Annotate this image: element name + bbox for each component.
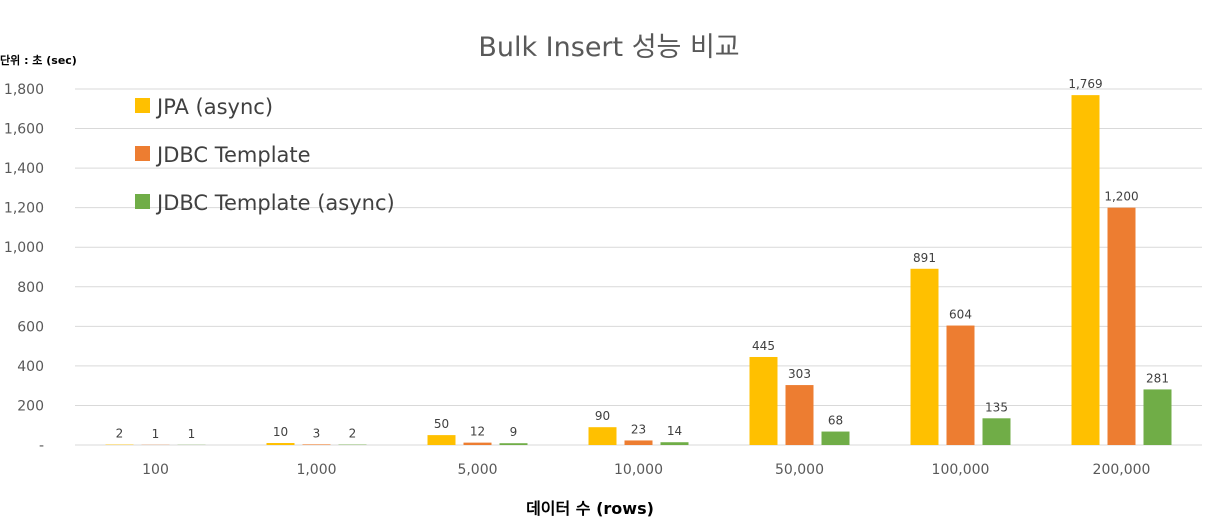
- data-label: 10: [273, 425, 288, 439]
- category-label: 1,000: [296, 462, 336, 478]
- category-label: 10,000: [614, 462, 663, 478]
- y-tick-label: 400: [17, 359, 44, 375]
- data-label: 604: [949, 308, 972, 322]
- bar: [1071, 95, 1100, 446]
- bar: [463, 442, 492, 445]
- gridlines: [75, 88, 1202, 446]
- y-tick-label: 800: [17, 280, 44, 296]
- bar: [266, 443, 295, 445]
- bar: [821, 431, 850, 445]
- data-label: 50: [434, 417, 449, 431]
- bar: [785, 385, 814, 445]
- data-label: 3: [313, 426, 321, 440]
- data-label: 23: [631, 422, 646, 436]
- bar: [302, 444, 331, 445]
- category-label: 100: [142, 462, 169, 478]
- y-tick-label: 600: [17, 319, 44, 335]
- legend-label: JPA (async): [155, 95, 273, 119]
- data-label: 14: [667, 424, 682, 438]
- bar: [946, 325, 975, 445]
- y-tick-label: 1,600: [4, 122, 44, 138]
- y-tick-label: 1,000: [4, 240, 44, 256]
- data-label: 445: [752, 339, 775, 353]
- data-label: 68: [828, 414, 843, 428]
- x-axis-categories: 100 1,000 5,000 10,000 50,000 100,000 200,000: [142, 462, 1150, 478]
- y-tick-label: 1,200: [4, 201, 44, 217]
- data-label: 891: [913, 251, 936, 265]
- bar: [588, 427, 617, 445]
- category-label: 200,000: [1093, 462, 1151, 478]
- bar: [1143, 389, 1172, 445]
- bar: [499, 443, 528, 445]
- legend-swatch: [135, 146, 150, 161]
- chart-title: Bulk Insert 성능 비교: [478, 32, 739, 63]
- bar: [660, 442, 689, 445]
- bar: [624, 440, 653, 445]
- bar: [910, 268, 939, 445]
- legend-label: JDBC Template: [155, 143, 311, 167]
- data-label: 90: [595, 409, 610, 423]
- data-label: 135: [985, 400, 1008, 414]
- data-label: 2: [116, 427, 124, 441]
- data-label: 1: [188, 427, 196, 441]
- legend-swatch: [135, 194, 150, 209]
- y-axis-ticks: - 200 400 600 800 1,000 1,200 1,400 1,600 1,800: [4, 82, 44, 454]
- data-label: 9: [510, 425, 518, 439]
- legend: JPA (async) JDBC Template JDBC Template (a…: [135, 95, 395, 215]
- y-tick-label: 1,800: [4, 82, 44, 98]
- data-label: 1,200: [1104, 190, 1138, 204]
- legend-label: JDBC Template (async): [155, 191, 395, 215]
- bar: [749, 356, 778, 445]
- bar: [427, 435, 456, 445]
- unit-label: 단위 : 초 (sec): [0, 53, 77, 67]
- category-label: 100,000: [932, 462, 990, 478]
- bar: [982, 418, 1011, 445]
- x-axis-label: 데이터 수 (rows): [526, 499, 654, 518]
- category-label: 5,000: [457, 462, 497, 478]
- data-label: 2: [349, 427, 357, 441]
- bars: [105, 95, 1172, 446]
- y-tick-label: 1,400: [4, 161, 44, 177]
- data-label: 281: [1146, 371, 1169, 385]
- data-label: 1,769: [1068, 77, 1102, 91]
- category-label: 50,000: [775, 462, 824, 478]
- data-label: 1: [152, 427, 160, 441]
- data-labels: 2 1 1 10 3 2 50 12 9 90 23 14 445 303 68 891 604 135 1,769…: [116, 77, 1169, 441]
- legend-swatch: [135, 98, 150, 113]
- data-label: 303: [788, 367, 811, 381]
- bar: [1107, 207, 1136, 445]
- y-tick-label: -: [39, 438, 44, 454]
- y-tick-label: 200: [17, 398, 44, 414]
- data-label: 12: [470, 425, 485, 439]
